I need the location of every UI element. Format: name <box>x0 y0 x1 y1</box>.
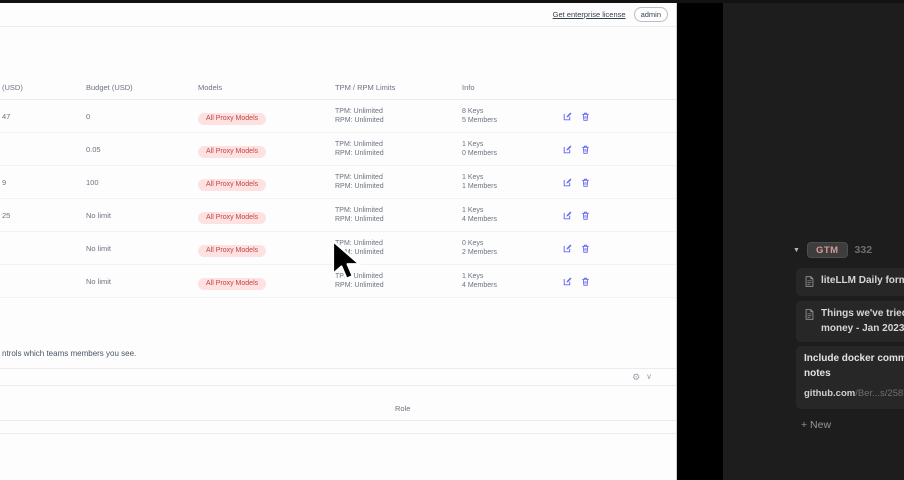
edit-team-button[interactable] <box>562 144 573 155</box>
admin-dashboard-panel: Get enterprise license admin (USD) Budge… <box>0 0 677 480</box>
trash-icon <box>580 276 591 287</box>
limits-cell: TPM: Unlimited RPM: Unlimited <box>335 207 384 223</box>
info-cell: 1 Keys 4 Members <box>462 273 498 289</box>
models-badge: All Proxy Models <box>198 211 267 224</box>
table-header: (USD) Budget (USD) Models TPM / RPM Limi… <box>0 76 676 100</box>
budget-value: 0.05 <box>86 144 101 154</box>
role-table-header: Role <box>0 398 676 421</box>
spend-value: 47 <box>2 111 11 121</box>
trash-icon <box>580 111 591 122</box>
models-badge: All Proxy Models <box>198 112 267 125</box>
note-link[interactable]: github.com/Ber...s/2587 <box>804 388 904 399</box>
pencil-square-icon <box>562 111 573 122</box>
delete-team-button[interactable] <box>580 276 591 287</box>
delete-team-button[interactable] <box>580 177 591 188</box>
models-badge: All Proxy Models <box>198 178 267 191</box>
note-card[interactable]: Things we've tried money - Jan 2023 <box>796 301 904 342</box>
table-row: 9 100 All Proxy Models TPM: Unlimited RPM… <box>0 166 676 199</box>
models-badge: All Proxy Models <box>198 244 267 257</box>
col-header-models: Models <box>198 83 223 92</box>
col-header-info: Info <box>462 83 475 92</box>
table-row: 0.05 All Proxy Models TPM: Unlimited RPM:… <box>0 133 676 166</box>
divider <box>0 433 676 434</box>
note-title-line2: money - Jan 2023 <box>821 322 904 334</box>
edit-team-button[interactable] <box>562 111 573 122</box>
delete-team-button[interactable] <box>580 144 591 155</box>
budget-value: No limit <box>86 210 112 220</box>
note-title: liteLLM Daily forma <box>821 275 904 286</box>
link-path: /Ber...s/2587 <box>855 388 904 399</box>
table-row: No limit All Proxy Models TPM: Unlimited… <box>0 265 676 298</box>
note-card[interactable]: liteLLM Daily forma <box>796 268 904 296</box>
spend-value: 25 <box>2 210 11 220</box>
link-host: github.com <box>804 388 856 399</box>
pencil-square-icon <box>562 210 573 221</box>
view-description-text: ntrols which teams members you see. <box>2 349 137 358</box>
pencil-square-icon <box>562 177 573 188</box>
note-title: Things we've tried <box>821 308 904 319</box>
gtm-tag-badge[interactable]: GTM <box>806 242 848 258</box>
table-row: 47 0 All Proxy Models TPM: Unlimited RPM:… <box>0 100 676 133</box>
table-row: No limit All Proxy Models TPM: Unlimited… <box>0 232 676 265</box>
note-title: Include docker comma <box>804 353 904 364</box>
trash-icon <box>580 144 591 155</box>
delete-team-button[interactable] <box>580 243 591 254</box>
pencil-square-icon <box>562 243 573 254</box>
delete-team-button[interactable] <box>580 210 591 221</box>
trash-icon <box>580 243 591 254</box>
edit-team-button[interactable] <box>562 210 573 221</box>
info-cell: 1 Keys 1 Members <box>462 174 498 190</box>
col-header-limits: TPM / RPM Limits <box>335 83 396 92</box>
limits-cell: TPM: Unlimited RPM: Unlimited <box>335 141 384 157</box>
budget-value: No limit <box>86 243 112 253</box>
edit-team-button[interactable] <box>562 276 573 287</box>
topbar: Get enterprise license admin <box>0 3 676 27</box>
budget-value: 0 <box>86 111 91 121</box>
chevron-down-icon[interactable]: ∨ <box>646 372 652 381</box>
filter-bar[interactable]: ⚙ ∨ <box>0 368 676 386</box>
admin-user-button[interactable]: admin <box>633 6 668 23</box>
tag-group-header: ▼ GTM 332 <box>793 242 872 258</box>
trash-icon <box>580 210 591 221</box>
edit-team-button[interactable] <box>562 177 573 188</box>
delete-team-button[interactable] <box>580 111 591 122</box>
spend-value: 9 <box>2 177 7 187</box>
limits-cell: TPM: Unlimited RPM: Unlimited <box>335 108 384 124</box>
teams-table: 47 0 All Proxy Models TPM: Unlimited RPM:… <box>0 100 676 298</box>
note-title-line2: notes <box>804 367 831 379</box>
gear-icon[interactable]: ⚙ <box>632 371 641 382</box>
new-note-button[interactable]: + New <box>801 419 832 431</box>
trash-icon <box>580 177 591 188</box>
collapse-triangle-icon[interactable]: ▼ <box>793 246 800 254</box>
pencil-square-icon <box>562 276 573 287</box>
notes-side-panel: ▼ GTM 332 liteLLM Daily forma Things we'… <box>723 0 904 480</box>
limits-cell: TPM: Unlimited RPM: Unlimited <box>335 240 384 256</box>
models-badge: All Proxy Models <box>198 277 267 290</box>
col-header-budget: Budget (USD) <box>86 83 133 92</box>
info-cell: 0 Keys 2 Members <box>462 240 498 256</box>
get-enterprise-license-link[interactable]: Get enterprise license <box>552 10 626 19</box>
table-row: 25 No limit All Proxy Models TPM: Unlimi… <box>0 199 676 232</box>
edit-team-button[interactable] <box>562 243 573 254</box>
info-cell: 1 Keys 4 Members <box>462 207 498 223</box>
window-top-edge <box>0 0 904 3</box>
note-card[interactable]: Include docker comma notes github.com/Be… <box>796 346 904 409</box>
limits-cell: TPM: Unlimited RPM: Unlimited <box>335 174 384 190</box>
document-icon <box>804 307 815 321</box>
role-column-header: Role <box>395 404 411 413</box>
tag-count: 332 <box>854 244 873 256</box>
limits-cell: TPM: Unlimited RPM: Unlimited <box>335 273 384 289</box>
budget-value: 100 <box>86 177 99 187</box>
pencil-square-icon <box>562 144 573 155</box>
budget-value: No limit <box>86 276 112 286</box>
col-header-spend: (USD) <box>2 83 23 92</box>
document-icon <box>804 274 815 288</box>
info-cell: 1 Keys 0 Members <box>462 141 498 157</box>
models-badge: All Proxy Models <box>198 145 267 158</box>
window-gap <box>677 0 723 480</box>
info-cell: 8 Keys 5 Members <box>462 108 498 124</box>
